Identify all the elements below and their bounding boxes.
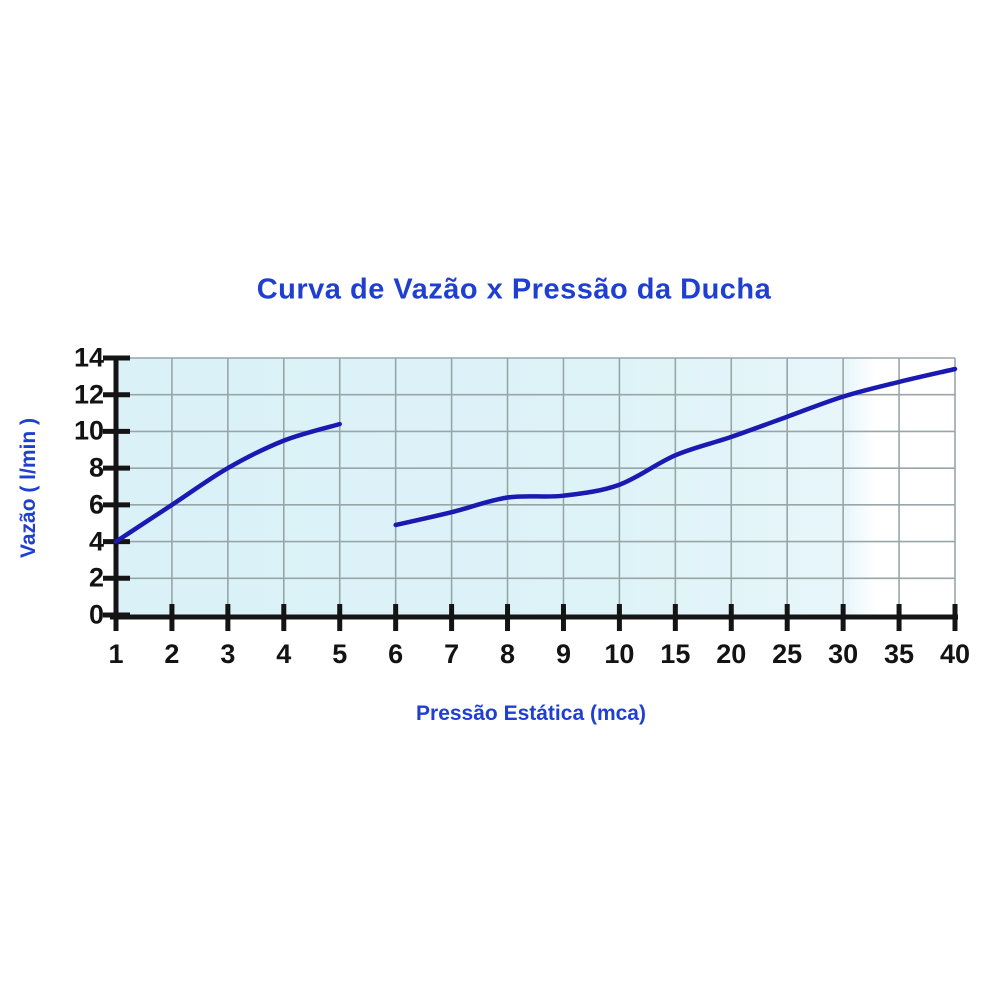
- y-tick-label: 6: [88, 489, 104, 520]
- x-tick-label: 20: [716, 639, 747, 669]
- x-tick-label: 6: [388, 639, 404, 669]
- y-tick-label: 14: [73, 342, 104, 373]
- x-tick-label: 5: [332, 639, 348, 669]
- y-tick-label: 10: [73, 415, 104, 446]
- y-tick-label: 8: [88, 452, 104, 483]
- y-tick-label: 12: [73, 379, 104, 410]
- y-tick-label: 2: [88, 562, 104, 593]
- x-tick-label: 8: [500, 639, 516, 669]
- y-tick-label: 4: [88, 526, 104, 557]
- x-tick-label: 1: [108, 639, 124, 669]
- flow-curve-segment-2: [393, 366, 958, 528]
- x-tick-label: 7: [444, 639, 460, 669]
- x-tick-label: 2: [164, 639, 180, 669]
- y-tick-label: 0: [88, 599, 104, 630]
- x-tick-label: 4: [276, 639, 292, 669]
- x-tick-label: 30: [828, 639, 859, 669]
- x-tick-label: 9: [555, 639, 571, 669]
- x-tick-label: 40: [939, 639, 971, 669]
- x-tick-label: 35: [884, 639, 915, 669]
- x-tick-label: 3: [220, 639, 236, 669]
- x-tick-label: 15: [660, 639, 691, 669]
- chart-title: Curva de Vazão x Pressão da Ducha: [256, 273, 772, 306]
- x-tick-label: 10: [604, 639, 635, 669]
- x-axis-title: Pressão Estática (mca): [416, 702, 646, 725]
- flow-curve-segment-1: [113, 421, 342, 544]
- x-tick-label: 25: [772, 639, 803, 669]
- plot-fill: [116, 358, 955, 615]
